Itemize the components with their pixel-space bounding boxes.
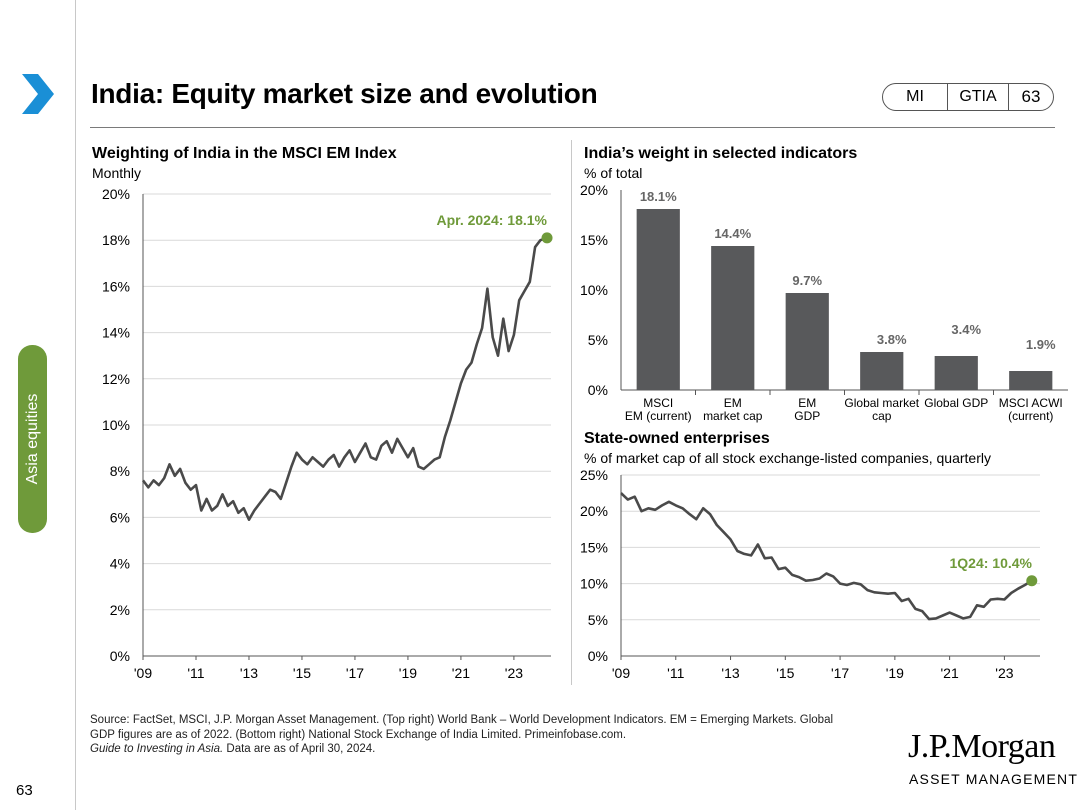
title-divider: [90, 127, 1055, 128]
chart2-ytick-label: 5%: [588, 332, 608, 348]
chart2-bar: [1009, 371, 1053, 390]
source-note: Source: FactSet, MSCI, J.P. Morgan Asset…: [90, 713, 890, 757]
chart1-endpoint-marker: [541, 232, 553, 244]
chart2-ytick-label: 0%: [588, 382, 608, 398]
chart1-xtick-label: '15: [293, 665, 311, 681]
chart2-data-label: 9.7%: [792, 273, 822, 288]
chart1-ytick-label: 16%: [102, 278, 130, 294]
chart3-title: State-owned enterprises: [584, 430, 770, 447]
chart1-xtick-label: '21: [452, 665, 470, 681]
chart3-ytick-label: 20%: [580, 503, 608, 519]
chart1-xtick-label: '09: [134, 665, 152, 681]
chart2-category-label: EM (current): [625, 409, 692, 423]
chart-divider: [571, 140, 572, 685]
chart2-bar: [934, 356, 978, 390]
chart1-xtick-label: '17: [346, 665, 364, 681]
page-badge: MI GTIA 63: [882, 83, 1054, 111]
chart3-ytick-label: 5%: [588, 612, 608, 628]
chevron-right-icon: [22, 74, 54, 114]
chart2-data-label: 1.9%: [1026, 337, 1056, 352]
chart3-xtick-label: '11: [667, 665, 684, 681]
chart2-category-label: GDP: [794, 409, 820, 423]
badge-gtia: GTIA: [948, 84, 1009, 110]
chart1-ytick-label: 2%: [110, 602, 130, 618]
chart2-data-label: 14.4%: [714, 226, 751, 241]
chart3-xtick-label: '19: [886, 665, 904, 681]
chart2-ytick-label: 15%: [580, 232, 608, 248]
chart1-xtick-label: '11: [187, 665, 204, 681]
badge-mi: MI: [883, 84, 948, 110]
chart3-ytick-label: 25%: [580, 467, 608, 483]
chart2-data-label: 3.8%: [877, 332, 907, 347]
chart2-bar: [711, 246, 755, 390]
chart1-ytick-label: 14%: [102, 325, 130, 341]
chart3-annotation: 1Q24: 10.4%: [950, 555, 1033, 571]
chart1-ytick-label: 20%: [102, 186, 130, 202]
chart1-annotation: Apr. 2024: 18.1%: [436, 212, 547, 228]
source-line-1: Source: FactSet, MSCI, J.P. Morgan Asset…: [90, 714, 834, 726]
badge-page: 63: [1021, 87, 1041, 106]
chart2-category-label: EM: [798, 396, 816, 410]
chart2-category-label: Global market: [844, 396, 919, 410]
section-tab[interactable]: [18, 345, 47, 533]
chart2-category-label: cap: [872, 409, 892, 423]
chart2-bar: [636, 209, 680, 390]
chart3-xtick-label: '23: [995, 665, 1013, 681]
chart3-xtick-label: '09: [612, 665, 630, 681]
chart2-ytick-label: 20%: [580, 182, 608, 198]
chart2-bar: [785, 293, 829, 390]
chart2-ytick-label: 10%: [580, 282, 608, 298]
chart2-subtitle: % of total: [584, 165, 643, 181]
guide-title: Guide to Investing in Asia.: [90, 743, 224, 755]
chart3-xtick-label: '17: [831, 665, 849, 681]
source-line-2: GDP figures are as of 2022. (Bottom righ…: [90, 728, 627, 741]
page-title: India: Equity market size and evolution: [91, 78, 598, 109]
chart2-category-label: MSCI: [643, 396, 673, 410]
chart1-ytick-label: 8%: [110, 463, 130, 479]
chart1-xtick-label: '19: [399, 665, 417, 681]
chart3-endpoint-marker: [1026, 575, 1038, 587]
chart2-category-label: MSCI ACWI: [999, 396, 1063, 410]
left-divider: [75, 0, 76, 810]
chart2-bar: [860, 352, 904, 390]
chart2-category-label: Global GDP: [924, 396, 988, 410]
chart2-title: India’s weight in selected indicators: [584, 145, 858, 162]
chart3-series-line: [620, 492, 1033, 621]
chart1-ytick-label: 0%: [110, 648, 130, 664]
chart3-ytick-label: 10%: [580, 576, 608, 592]
source-line-3: Guide to Investing in Asia. Data are as …: [90, 742, 890, 757]
chart3-ytick-label: 15%: [580, 539, 608, 555]
chart1-ytick-label: 12%: [102, 371, 130, 387]
chart1-ytick-label: 10%: [102, 417, 130, 433]
guide-date: Data are as of April 30, 2024.: [223, 743, 376, 755]
chart1-ytick-label: 18%: [102, 232, 130, 248]
asset-management-logo: ASSET MANAGEMENT: [909, 771, 1079, 787]
chart2-data-label: 3.4%: [951, 322, 981, 337]
chart3-subtitle: % of market cap of all stock exchange-li…: [584, 450, 991, 466]
chart1-xtick-label: '13: [240, 665, 258, 681]
chart2-data-label: 18.1%: [640, 189, 677, 204]
chart1-ytick-label: 4%: [110, 556, 130, 572]
chart2-category-label: (current): [1008, 409, 1053, 423]
chart1-ytick-label: 6%: [110, 509, 130, 525]
chart3-xtick-label: '15: [776, 665, 794, 681]
chart1-subtitle: Monthly: [92, 165, 142, 181]
chart1-series-line: [141, 236, 548, 522]
chart3-ytick-label: 0%: [588, 648, 608, 664]
chart2-category-label: market cap: [703, 409, 763, 423]
chart3-xtick-label: '13: [721, 665, 739, 681]
chart1-title: Weighting of India in the MSCI EM Index: [92, 145, 397, 162]
page-number: 63: [16, 782, 33, 799]
chart3-xtick-label: '21: [941, 665, 959, 681]
jpmorgan-logo: J.P.Morgan: [908, 728, 1056, 765]
chart1-xtick-label: '23: [505, 665, 523, 681]
chart2-category-label: EM: [724, 396, 742, 410]
